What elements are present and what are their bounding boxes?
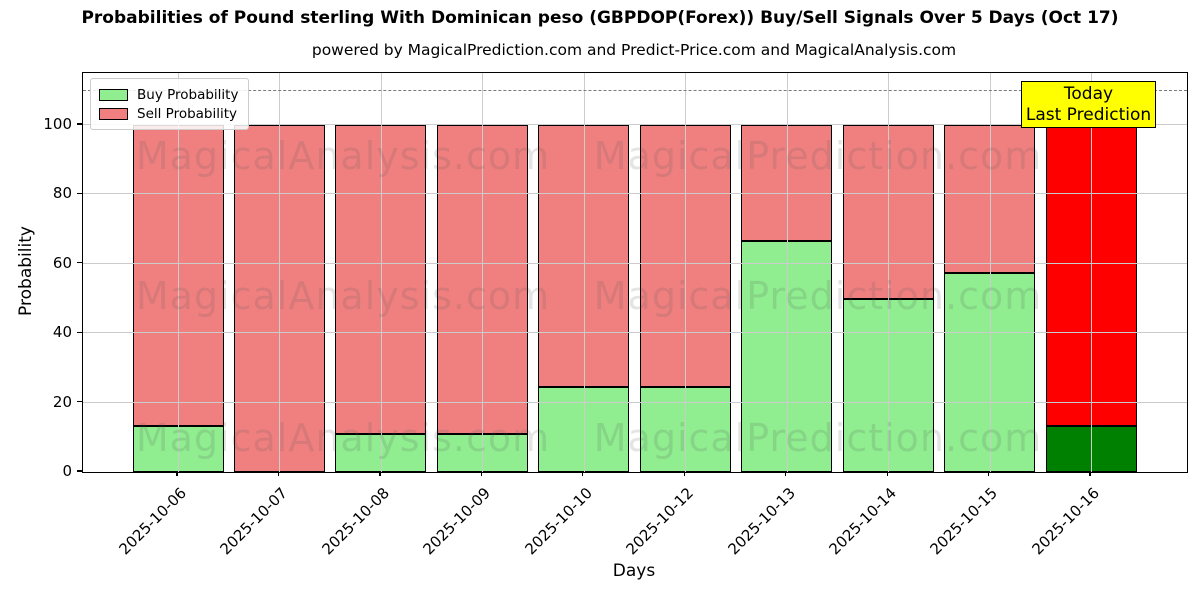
gridline-y-60 — [83, 262, 1187, 264]
x-tick-label-2025-10-10: 2025-10-10 — [521, 484, 596, 559]
gridline-x-2025-10-14 — [888, 73, 890, 472]
y-tick-mark-100 — [77, 123, 82, 125]
x-tick-label-2025-10-07: 2025-10-07 — [216, 484, 292, 559]
today-annotation-line2: Last Prediction — [1025, 104, 1152, 125]
x-tick-mark-2025-10-16 — [1089, 471, 1091, 476]
x-tick-label-2025-10-06: 2025-10-06 — [115, 484, 190, 559]
x-tick-label-2025-10-14: 2025-10-14 — [825, 484, 900, 559]
y-tick-mark-80 — [77, 192, 82, 195]
dashed-reference-line — [83, 90, 1187, 92]
y-tick-label-100: 100 — [43, 115, 72, 134]
y-tick-mark-0 — [77, 470, 82, 472]
chart-title: Probabilities of Pound sterling With Dom… — [81, 8, 1119, 28]
gridline-y-20 — [83, 401, 1187, 403]
x-axis-title: Days — [612, 561, 656, 581]
x-tick-mark-2025-10-08 — [379, 471, 381, 476]
gridline-x-2025-10-16 — [1091, 73, 1093, 472]
watermark-text: MagicalAnalysis.com — [135, 416, 551, 460]
x-tick-mark-2025-10-06 — [176, 471, 178, 476]
gridline-y-40 — [83, 332, 1187, 334]
gridline-y-80 — [83, 193, 1187, 195]
gridline-x-2025-10-12 — [685, 73, 687, 472]
x-tick-mark-2025-10-15 — [987, 471, 990, 476]
today-annotation: Today Last Prediction — [1021, 81, 1156, 128]
watermark-text: MagicalPrediction.com — [593, 416, 1043, 460]
x-tick-mark-2025-10-14 — [886, 471, 888, 476]
y-tick-mark-60 — [77, 262, 82, 264]
legend: Buy Probability Sell Probability — [90, 78, 250, 130]
x-tick-mark-2025-10-07 — [277, 471, 280, 476]
gridline-x-2025-10-10 — [583, 73, 585, 472]
x-tick-mark-2025-10-13 — [785, 471, 787, 476]
gridline-x-2025-10-15 — [989, 73, 991, 472]
x-tick-label-2025-10-09: 2025-10-09 — [419, 484, 495, 559]
x-tick-mark-2025-10-10 — [582, 471, 584, 476]
legend-label-sell: Sell Probability — [137, 105, 238, 122]
x-tick-label-2025-10-15: 2025-10-15 — [926, 484, 1002, 559]
gridline-x-2025-10-07 — [279, 73, 281, 472]
today-annotation-line1: Today — [1063, 83, 1114, 104]
x-tick-mark-2025-10-12 — [683, 471, 685, 476]
buy-swatch-icon — [99, 88, 128, 101]
gridline-y-100 — [83, 124, 1187, 126]
legend-item-sell: Sell Probability — [99, 104, 238, 123]
gridline-x-2025-10-08 — [380, 73, 382, 472]
sell-swatch-icon — [99, 107, 128, 120]
watermark-text: MagicalPrediction.com — [593, 274, 1043, 318]
watermark-text: MagicalAnalysis.com — [135, 134, 551, 178]
x-tick-mark-2025-10-09 — [480, 471, 482, 476]
x-tick-label-2025-10-12: 2025-10-12 — [622, 484, 697, 559]
y-tick-label-60: 60 — [52, 253, 72, 272]
y-tick-label-20: 20 — [52, 392, 72, 411]
legend-label-buy: Buy Probability — [137, 86, 239, 103]
y-tick-mark-40 — [77, 331, 82, 333]
y-tick-label-80: 80 — [52, 184, 72, 203]
x-tick-label-2025-10-13: 2025-10-13 — [724, 484, 799, 559]
gridline-x-2025-10-06 — [178, 73, 179, 472]
y-tick-label-40: 40 — [52, 323, 72, 342]
gridline-x-2025-10-13 — [786, 73, 788, 472]
legend-item-buy: Buy Probability — [99, 85, 238, 104]
watermark-text: MagicalAnalysis.com — [135, 274, 551, 318]
gridline-x-2025-10-09 — [482, 73, 484, 472]
y-tick-label-0: 0 — [62, 462, 72, 480]
plot-area: Buy Probability Sell Probability Today L… — [82, 72, 1188, 473]
watermark-text: MagicalPrediction.com — [593, 134, 1043, 178]
x-tick-label-2025-10-16: 2025-10-16 — [1028, 484, 1103, 559]
chart-subtitle: powered by MagicalPrediction.com and Pre… — [311, 41, 957, 59]
x-tick-label-2025-10-08: 2025-10-08 — [318, 484, 393, 559]
y-tick-mark-20 — [77, 400, 82, 403]
